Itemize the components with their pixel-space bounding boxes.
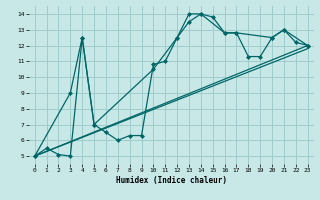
X-axis label: Humidex (Indice chaleur): Humidex (Indice chaleur) <box>116 176 227 185</box>
